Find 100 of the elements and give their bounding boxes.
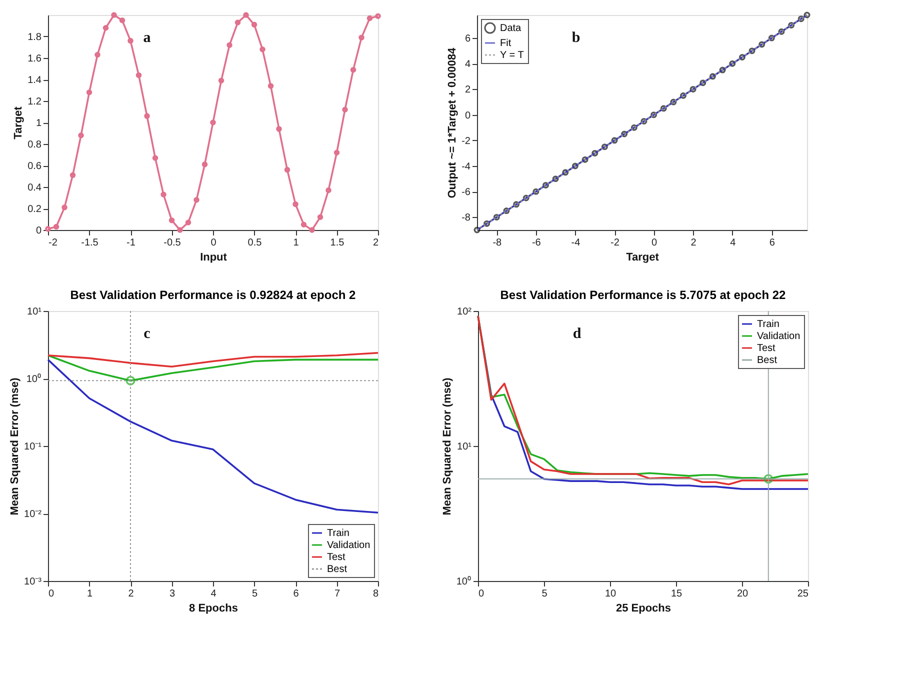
y-tick-label: 0.6 (28, 161, 42, 172)
y-tick-label: 1.6 (28, 54, 42, 64)
legend-label: Best (757, 355, 778, 366)
point (513, 201, 520, 208)
x-tick-label: -2 (610, 238, 620, 248)
point (778, 28, 785, 35)
y-axis-title: Mean Squared Error (mse) (441, 377, 454, 516)
legend-label: Validation (757, 331, 800, 342)
point (136, 72, 142, 78)
y-tick-label: 0.4 (28, 182, 42, 194)
point (119, 18, 126, 24)
line-series (47, 352, 379, 368)
point (334, 150, 340, 156)
x-tick-label: 5 (252, 588, 258, 600)
y-tick-label: 1.4 (28, 75, 42, 86)
point (243, 12, 249, 18)
y-tick-label: 4 (464, 59, 471, 70)
point (185, 220, 192, 226)
y-tick-label: 1 (36, 118, 42, 129)
point (700, 80, 706, 86)
point (177, 227, 183, 233)
point (128, 38, 134, 44)
legend-label: Validation (327, 540, 370, 551)
point (226, 42, 232, 48)
legend-label: Test (757, 343, 776, 354)
x-axis-title: Target (626, 252, 660, 264)
point (804, 12, 810, 18)
point (690, 86, 696, 92)
y-tick-label: 0.8 (28, 140, 42, 150)
point (768, 34, 775, 42)
x-tick-label: 0.5 (248, 238, 262, 248)
x-tick-label: 5 (542, 588, 548, 600)
point (144, 113, 150, 119)
y-axis-title: Output ~= 1*Target + 0.00084 (446, 46, 459, 198)
point (660, 105, 667, 112)
x-tick-label: 4 (730, 238, 736, 248)
point (680, 92, 686, 99)
x-tick-label: 7 (334, 588, 340, 600)
point (94, 52, 100, 58)
y-tick-label: 10⁻¹ (24, 442, 42, 452)
x-tick-label: 6 (769, 238, 776, 248)
point (160, 192, 166, 198)
x-tick-label: -1.5 (81, 238, 99, 248)
point (152, 155, 158, 161)
legend-label: Data (500, 23, 522, 34)
legend-label: Train (757, 319, 780, 330)
x-tick-label: -8 (492, 238, 502, 248)
point (276, 126, 282, 132)
point (748, 48, 756, 54)
chart-title: Best Validation Performance is 0.92824 at epoch 2 (70, 288, 356, 302)
y-tick-label: 1.2 (28, 96, 42, 108)
point (350, 66, 356, 73)
x-tick-label: -2 (48, 238, 58, 248)
annotation: a (143, 30, 152, 46)
x-axis-title: 8 Epochs (189, 602, 238, 614)
y-tick-label: 10¹ (457, 442, 472, 452)
point (234, 20, 241, 26)
point (552, 176, 559, 182)
y-tick-label: 10⁰ (456, 576, 472, 588)
point (611, 137, 618, 144)
point (292, 201, 298, 208)
point (342, 106, 348, 112)
y-tick-label: 1.8 (28, 32, 42, 43)
annotation: b (572, 30, 580, 46)
x-tick-label: 20 (736, 588, 748, 600)
x-tick-label: 0 (652, 238, 658, 248)
point (86, 90, 92, 96)
point (798, 16, 804, 22)
x-tick-label: -1 (126, 238, 136, 248)
legend-label: Y = T (500, 50, 524, 61)
point (493, 214, 500, 220)
point (70, 172, 76, 178)
y-tick-label: 0 (36, 226, 42, 236)
y-tick-label: -4 (462, 162, 471, 173)
x-tick-label: 6 (293, 588, 300, 600)
x-tick-label: 0 (48, 588, 54, 600)
point (650, 112, 658, 118)
x-tick-label: 2 (690, 238, 697, 248)
point (251, 22, 258, 28)
y-tick-label: -6 (462, 187, 471, 198)
chart-title: Best Validation Performance is 5.7075 at epoch 22 (500, 288, 786, 302)
legend-label: Fit (500, 38, 512, 49)
point (738, 54, 746, 60)
point (300, 222, 307, 228)
point (670, 98, 677, 106)
point (202, 162, 208, 168)
point (309, 227, 315, 233)
point (260, 46, 266, 52)
point (358, 34, 364, 40)
x-tick-label: -4 (571, 238, 581, 248)
annotation: c (144, 326, 151, 342)
point (572, 162, 578, 170)
x-tick-label: 0 (210, 238, 217, 248)
point (102, 25, 109, 31)
y-tick-label: 2 (464, 84, 471, 96)
x-tick-label: 15 (670, 588, 682, 600)
point (582, 156, 588, 163)
legend-label: Best (327, 564, 348, 575)
point (503, 208, 510, 214)
point (317, 214, 324, 220)
